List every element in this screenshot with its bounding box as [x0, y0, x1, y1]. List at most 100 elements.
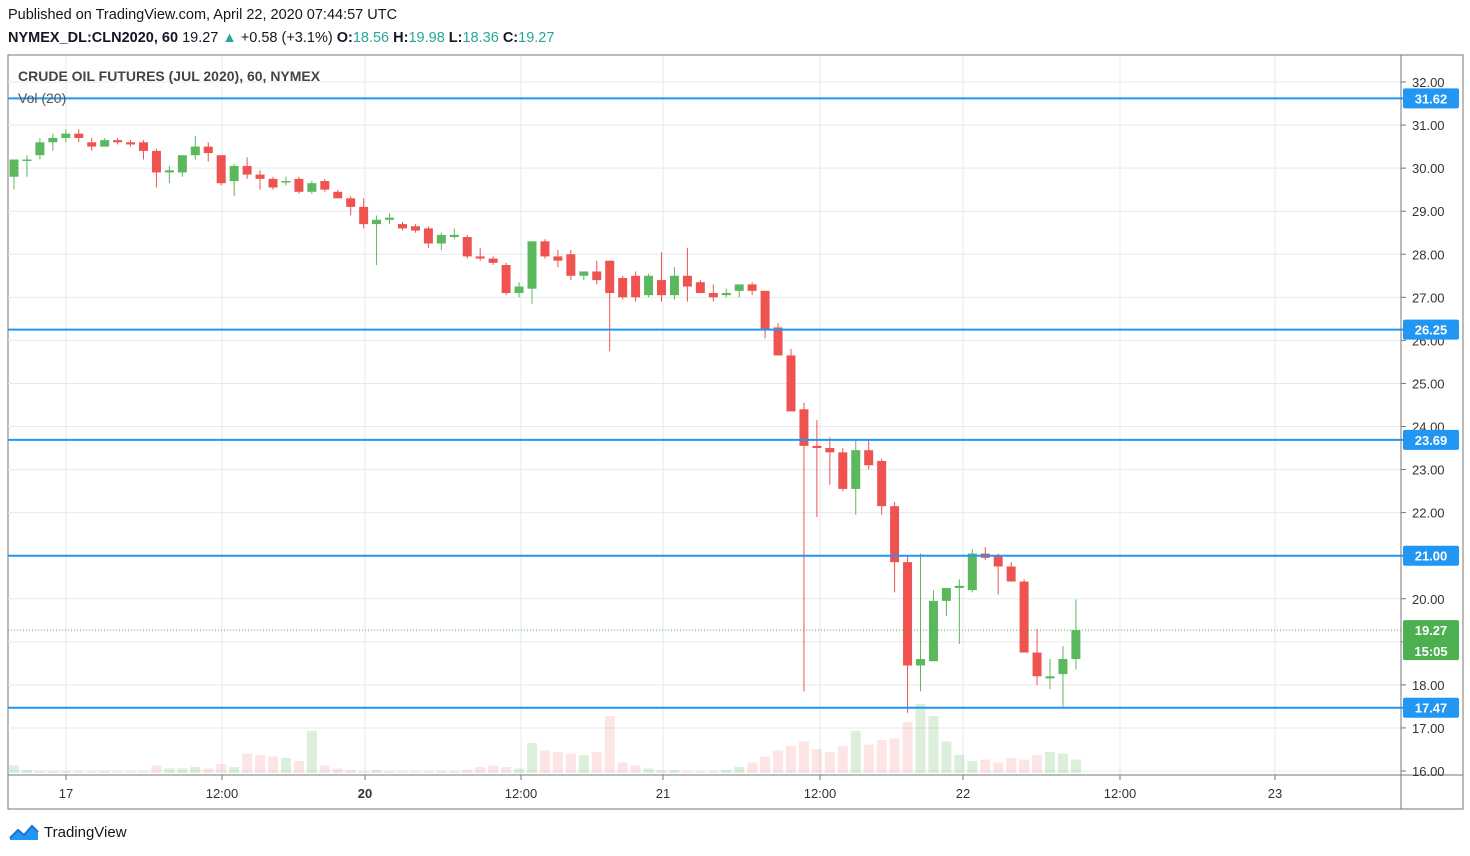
candle	[35, 137, 45, 160]
volume-bar	[255, 755, 266, 773]
candle-body	[229, 165, 239, 182]
x-tick-label: 12:00	[1104, 786, 1137, 801]
candle	[294, 176, 304, 194]
candle	[1032, 628, 1042, 685]
candle	[100, 137, 110, 147]
candle-body	[1071, 630, 1081, 660]
candle	[151, 148, 161, 188]
candle-body	[579, 271, 589, 276]
volume-bar	[539, 750, 550, 773]
candle	[695, 280, 705, 294]
volume-bar	[125, 771, 136, 773]
time-axis[interactable]: 17 12:00 20 12:00 21 12:00 22 12:00 23	[59, 775, 1282, 801]
candle	[980, 547, 990, 560]
volume-bar	[967, 761, 978, 773]
x-tick-label: 12:00	[804, 786, 837, 801]
volume-bar	[423, 771, 434, 773]
candle	[1058, 646, 1068, 707]
candle-body	[501, 265, 511, 294]
candle-body	[203, 146, 213, 154]
volume-bar	[371, 770, 382, 773]
volume-bar	[332, 768, 343, 773]
candle	[242, 157, 252, 179]
candle-body	[631, 275, 641, 298]
candle-body	[423, 228, 433, 244]
candle-body	[1032, 652, 1042, 677]
y-tick-label: 18.00	[1412, 678, 1445, 693]
candle	[126, 140, 136, 147]
candle-body	[618, 277, 628, 298]
candle	[501, 262, 511, 296]
volume-bar	[773, 750, 784, 773]
tradingview-footer[interactable]: TradingView	[8, 822, 127, 842]
candle	[903, 555, 913, 713]
volume-bar	[1006, 758, 1017, 773]
volume-bar	[889, 738, 900, 773]
candle-body	[1006, 566, 1016, 582]
candle-body	[475, 256, 485, 259]
candle	[864, 439, 874, 470]
candle-body	[398, 224, 407, 229]
candle	[164, 165, 174, 184]
level-tag	[1403, 697, 1459, 718]
volume-bar	[229, 767, 240, 773]
y-tick-label: 16.00	[1412, 764, 1445, 779]
candle	[747, 282, 757, 296]
volume-bar	[747, 762, 758, 773]
candle-body	[877, 460, 887, 507]
candle	[462, 234, 472, 259]
candle-body	[760, 290, 770, 330]
x-tick-label: 23	[1268, 786, 1282, 801]
candle	[359, 198, 369, 229]
volume-bar	[60, 771, 71, 773]
candle	[708, 284, 718, 302]
candle-body	[100, 140, 110, 147]
volume-bar	[410, 771, 421, 773]
price-axis[interactable]: 16.0017.0018.0019.0020.0021.0022.0023.00…	[1401, 75, 1445, 779]
candle-body	[682, 275, 692, 287]
volume-bar	[501, 767, 512, 773]
y-tick-label: 20.00	[1412, 592, 1445, 607]
candle-body	[359, 206, 369, 225]
price-tags: 31.62 26.25 23.69 21.00 17.47 19.27 15:05	[1403, 88, 1459, 718]
volume-bar	[617, 762, 628, 773]
level-tag-text: 23.69	[1415, 433, 1448, 448]
symbol-name: NYMEX_DL:CLN2020, 60	[8, 30, 179, 46]
candle	[410, 224, 420, 233]
y-tick-label: 22.00	[1412, 506, 1445, 521]
candle	[385, 213, 395, 225]
level-tag-text: 26.25	[1415, 323, 1448, 338]
candle	[890, 501, 900, 593]
y-tick-label: 23.00	[1412, 463, 1445, 478]
horizontal-levels[interactable]	[8, 97, 1403, 709]
volume-bar	[319, 765, 330, 773]
candle	[1045, 659, 1055, 690]
candle	[216, 155, 226, 186]
candle-body	[708, 293, 718, 298]
open-label: O:	[336, 30, 353, 46]
volume-bar	[293, 761, 304, 773]
volume-bar	[643, 768, 654, 773]
candle	[721, 288, 731, 298]
last-price-tag-text: 19.27	[1415, 623, 1448, 638]
volume-bar	[928, 716, 939, 773]
candle-body	[553, 256, 563, 261]
candle-body	[462, 237, 472, 257]
volume-bar	[876, 740, 887, 773]
volume-bar	[591, 752, 602, 773]
volume-bar	[837, 746, 848, 773]
candle	[760, 290, 770, 339]
volume-bar	[604, 716, 615, 773]
volume-bar	[993, 762, 1004, 773]
candle	[799, 402, 809, 692]
volume-bar	[1070, 759, 1081, 773]
candle	[734, 284, 744, 298]
candle	[773, 323, 783, 356]
volume-bar	[488, 765, 499, 773]
candle	[74, 129, 84, 143]
candle	[203, 142, 213, 162]
candle	[605, 260, 615, 352]
high-value: 19.98	[408, 30, 445, 46]
candle	[631, 271, 641, 302]
